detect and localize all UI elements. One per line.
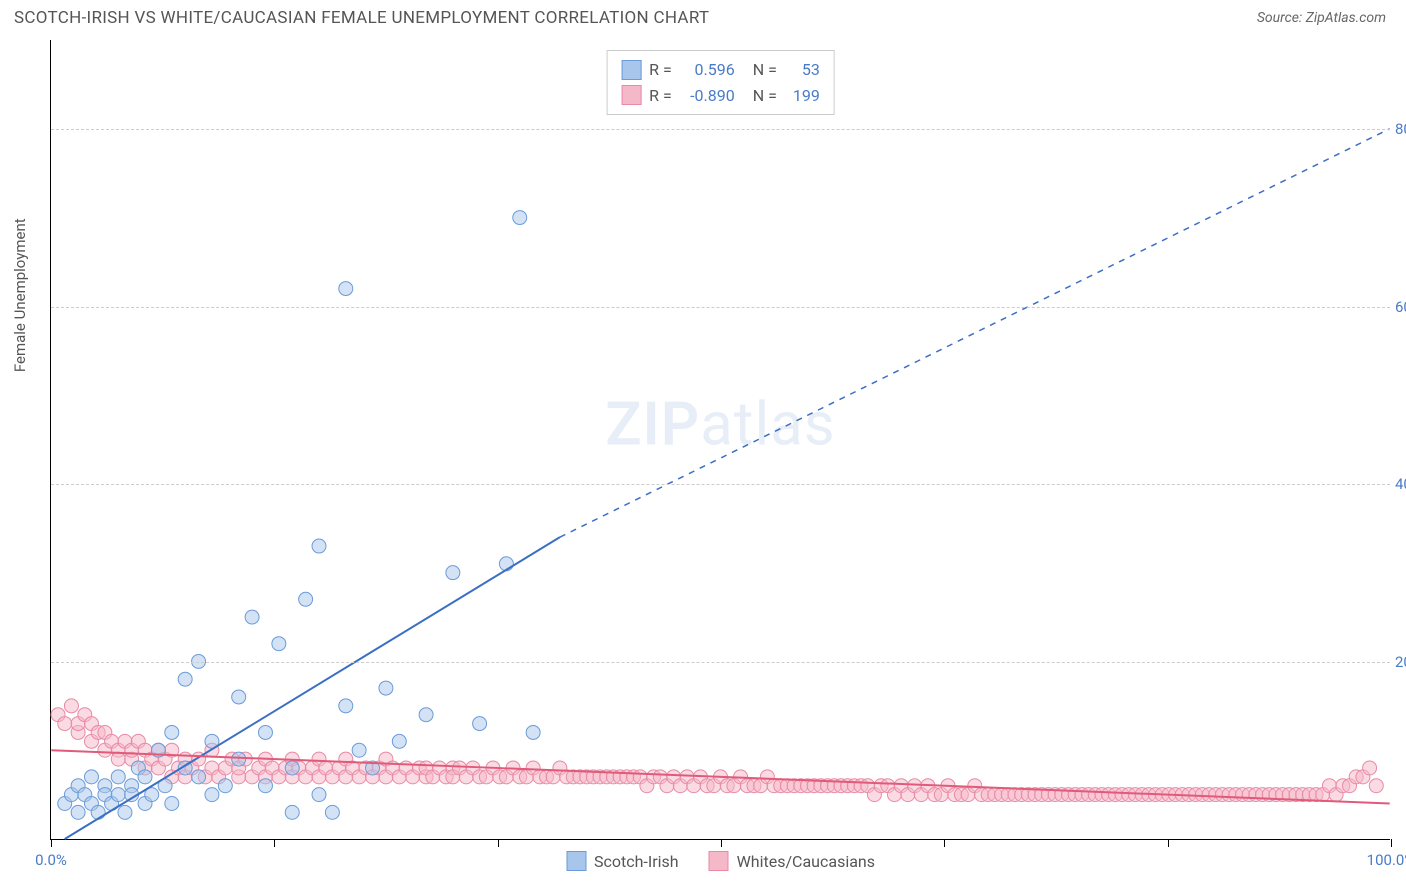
data-point-blue — [71, 805, 85, 819]
chart-title: SCOTCH-IRISH VS WHITE/CAUCASIAN FEMALE U… — [14, 8, 709, 28]
legend-item-pink: Whites/Caucasians — [709, 851, 875, 871]
data-point-blue — [325, 805, 339, 819]
legend-swatch-blue — [566, 851, 586, 871]
legend-label-blue: Scotch-Irish — [594, 852, 679, 871]
data-point-blue — [339, 282, 353, 296]
data-point-blue — [285, 805, 299, 819]
chart-source: Source: ZipAtlas.com — [1257, 10, 1386, 26]
data-point-blue — [446, 566, 460, 580]
data-point-pink — [58, 717, 72, 731]
data-point-pink — [1363, 761, 1377, 775]
data-point-blue — [84, 770, 98, 784]
bottom-legend: Scotch-Irish Whites/Caucasians — [566, 851, 875, 871]
y-tick-label: 80.0% — [1395, 120, 1406, 138]
data-point-blue — [258, 725, 272, 739]
data-point-blue — [111, 788, 125, 802]
data-point-blue — [312, 539, 326, 553]
gridline-h — [51, 307, 1390, 308]
data-point-blue — [312, 788, 326, 802]
gridline-h — [51, 484, 1390, 485]
y-tick-label: 40.0% — [1395, 475, 1406, 493]
data-point-blue — [111, 770, 125, 784]
gridline-h — [51, 662, 1390, 663]
x-tick — [1391, 839, 1392, 847]
legend-swatch-pink — [709, 851, 729, 871]
data-point-blue — [178, 672, 192, 686]
data-point-blue — [339, 699, 353, 713]
data-point-blue — [138, 770, 152, 784]
stats-swatch-blue — [621, 60, 641, 80]
x-tick-label: 0.0% — [35, 851, 67, 869]
x-tick — [498, 839, 499, 847]
data-point-blue — [513, 211, 527, 225]
y-tick-label: 20.0% — [1395, 653, 1406, 671]
data-point-blue — [258, 779, 272, 793]
chart-header: SCOTCH-IRISH VS WHITE/CAUCASIAN FEMALE U… — [0, 0, 1406, 32]
data-point-blue — [232, 752, 246, 766]
data-point-blue — [165, 796, 179, 810]
data-point-blue — [379, 681, 393, 695]
data-point-blue — [526, 725, 540, 739]
data-point-pink — [111, 752, 125, 766]
data-point-blue — [299, 592, 313, 606]
data-point-blue — [192, 770, 206, 784]
plot-area: ZIPatlas R = 0.596 N = 53 R = -0.890 N =… — [50, 40, 1390, 840]
legend-label-pink: Whites/Caucasians — [737, 852, 875, 871]
data-point-blue — [118, 805, 132, 819]
data-point-blue — [232, 690, 246, 704]
y-tick-label: 60.0% — [1395, 298, 1406, 316]
x-tick — [1168, 839, 1169, 847]
data-point-blue — [165, 725, 179, 739]
data-point-blue — [205, 788, 219, 802]
stats-row-pink: R = -0.890 N = 199 — [621, 83, 820, 109]
data-point-blue — [392, 734, 406, 748]
data-point-blue — [245, 610, 259, 624]
y-axis-label: Female Unemployment — [11, 218, 29, 372]
data-point-blue — [218, 779, 232, 793]
data-point-blue — [285, 761, 299, 775]
data-point-pink — [64, 699, 78, 713]
stats-swatch-pink — [621, 85, 641, 105]
stats-row-blue: R = 0.596 N = 53 — [621, 57, 820, 83]
data-point-blue — [419, 708, 433, 722]
x-tick — [944, 839, 945, 847]
x-tick — [721, 839, 722, 847]
data-point-blue — [473, 717, 487, 731]
data-point-blue — [91, 805, 105, 819]
chart-container: Female Unemployment ZIPatlas R = 0.596 N… — [50, 40, 1390, 840]
legend-item-blue: Scotch-Irish — [566, 851, 679, 871]
x-tick-label: 100.0% — [1367, 851, 1406, 869]
correlation-stats-box: R = 0.596 N = 53 R = -0.890 N = 199 — [606, 50, 835, 115]
data-point-blue — [272, 637, 286, 651]
x-tick — [51, 839, 52, 847]
gridline-h — [51, 129, 1390, 130]
data-point-pink — [1369, 779, 1383, 793]
scatter-plot-svg — [51, 40, 1390, 839]
data-point-blue — [352, 743, 366, 757]
x-tick — [274, 839, 275, 847]
